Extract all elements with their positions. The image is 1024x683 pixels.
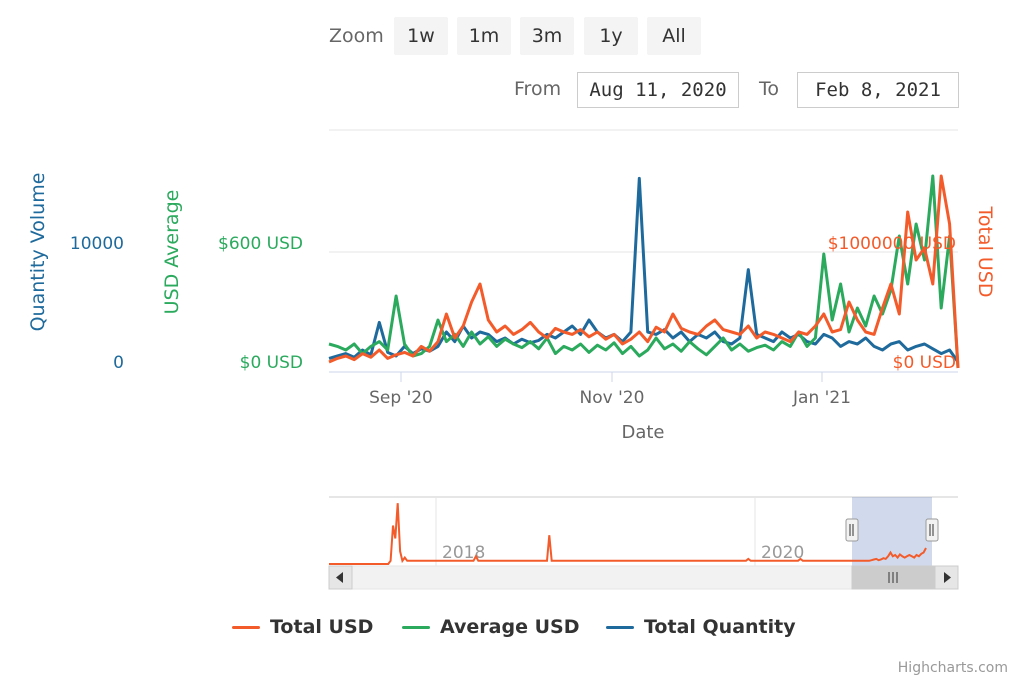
total-tick-1000000: $1000000 USD xyxy=(828,234,956,254)
average-tick-0: $0 USD xyxy=(240,353,303,373)
total-axis-title: Total USD xyxy=(974,205,996,297)
navigator-selection-mask[interactable] xyxy=(852,497,932,566)
average-axis-title: USD Average xyxy=(161,190,183,315)
zoom-all-button[interactable]: All xyxy=(647,17,701,55)
scrollbar-thumb[interactable] xyxy=(851,565,936,590)
legend-swatch-total-quantity xyxy=(606,625,634,629)
scrollbar-left-button[interactable] xyxy=(328,565,353,590)
x-tick-jan-21: Jan '21 xyxy=(792,388,851,408)
legend-label-average-usd: Average USD xyxy=(440,616,580,638)
scrollbar-track[interactable] xyxy=(328,565,959,590)
zoom-1w-button[interactable]: 1w xyxy=(394,17,448,55)
zoom-1y-button[interactable]: 1y xyxy=(584,17,638,55)
average-tick-600: $600 USD xyxy=(218,234,303,254)
quantity-axis-title: Quantity Volume xyxy=(27,173,49,332)
legend-label-total-usd: Total USD xyxy=(270,616,374,638)
series-line-average-usd xyxy=(328,174,960,369)
zoom-3m-button[interactable]: 3m xyxy=(520,17,574,55)
zoom-label: Zoom xyxy=(329,25,384,47)
highcharts-credits[interactable]: Highcharts.com xyxy=(897,660,1008,676)
scrollbar-left-arrow-icon xyxy=(336,572,343,583)
navigator-tick-2020: 2020 xyxy=(761,543,804,563)
legend-label-total-quantity: Total Quantity xyxy=(644,616,796,638)
legend-swatch-average-usd xyxy=(402,625,430,629)
legend-item-total-usd[interactable]: Total USD xyxy=(232,616,373,638)
quantity-tick-0: 0 xyxy=(113,353,124,373)
from-label: From xyxy=(514,78,562,100)
total-tick-0: $0 USD xyxy=(893,353,956,373)
legend-swatch-total-usd xyxy=(232,625,260,629)
navigator-handle-left[interactable] xyxy=(845,518,859,542)
x-tick-nov-20: Nov '20 xyxy=(580,388,645,408)
navigator-series-line xyxy=(329,503,927,565)
series-line-total-quantity xyxy=(328,176,960,363)
navigator-tick-2018: 2018 xyxy=(442,543,485,563)
scrollbar-right-arrow-icon xyxy=(944,572,951,583)
legend-item-total-quantity[interactable]: Total Quantity xyxy=(606,616,796,638)
x-tick-sep-20: Sep '20 xyxy=(369,388,433,408)
scrollbar-right-button[interactable] xyxy=(934,565,959,590)
zoom-1m-button[interactable]: 1m xyxy=(457,17,511,55)
x-axis-title: Date xyxy=(621,422,664,443)
quantity-tick-10000: 10000 xyxy=(70,234,124,254)
series-line-total-usd xyxy=(328,174,960,369)
from-date-input[interactable]: Aug 11, 2020 xyxy=(577,72,739,108)
to-date-input[interactable]: Feb 8, 2021 xyxy=(797,72,959,108)
legend-item-average-usd[interactable]: Average USD xyxy=(402,616,579,638)
to-label: To xyxy=(759,78,780,100)
navigator-handle-right[interactable] xyxy=(925,518,939,542)
